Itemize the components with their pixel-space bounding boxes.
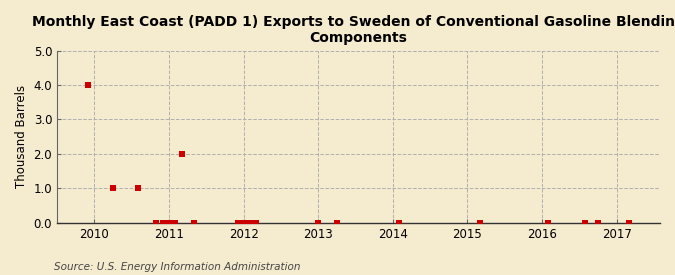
Y-axis label: Thousand Barrels: Thousand Barrels [15,85,28,188]
Point [543,221,554,225]
Point [169,221,180,225]
Point [624,221,634,225]
Point [232,221,243,225]
Point [251,221,262,225]
Point [132,186,143,191]
Point [238,221,249,225]
Point [107,186,118,191]
Title: Monthly East Coast (PADD 1) Exports to Sweden of Conventional Gasoline Blending
: Monthly East Coast (PADD 1) Exports to S… [32,15,675,45]
Point [188,221,199,225]
Point [593,221,603,225]
Point [157,221,168,225]
Point [475,221,485,225]
Point [244,221,255,225]
Point [83,83,94,87]
Point [151,221,162,225]
Point [313,221,323,225]
Point [163,221,174,225]
Text: Source: U.S. Energy Information Administration: Source: U.S. Energy Information Administ… [54,262,300,272]
Point [580,221,591,225]
Point [394,221,404,225]
Point [176,152,187,156]
Point [331,221,342,225]
